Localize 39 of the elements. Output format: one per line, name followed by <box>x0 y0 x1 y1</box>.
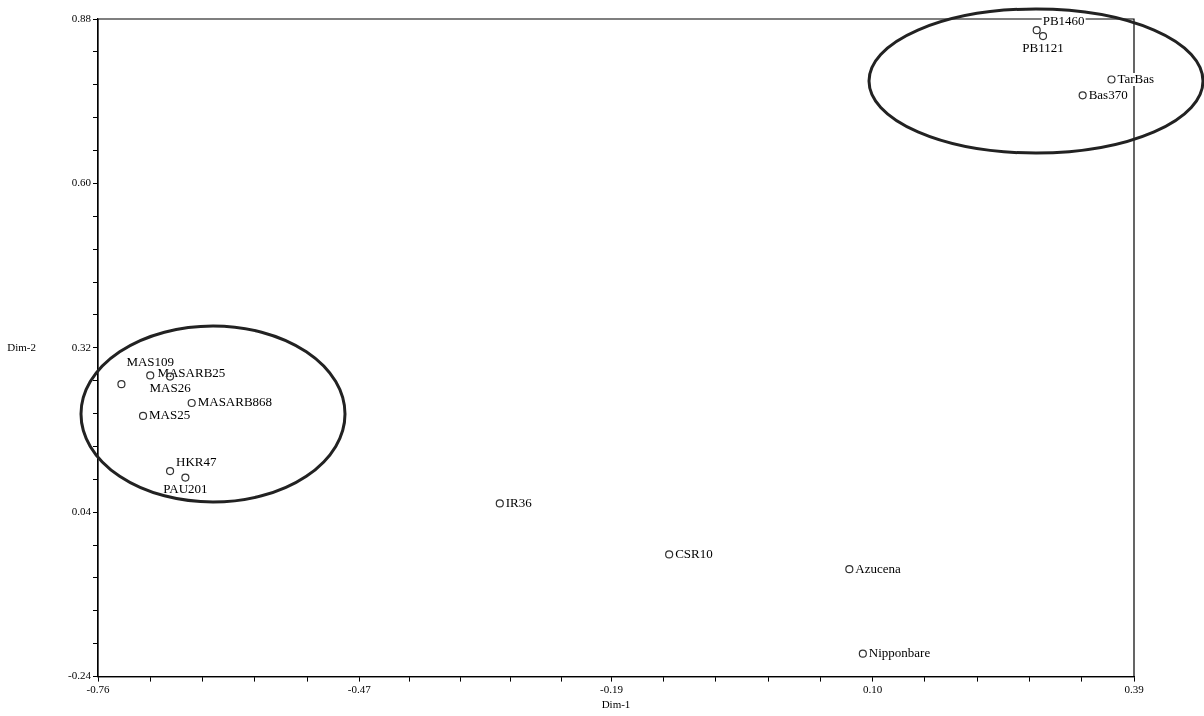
annotation: MASARB868 <box>197 394 273 410</box>
x-tick-label: -0.47 <box>347 683 372 696</box>
y-tick-label: -0.24 <box>68 669 92 682</box>
point <box>165 467 175 476</box>
annotation: PAU201 <box>163 481 208 497</box>
x-tick-label: 0.39 <box>1124 683 1145 696</box>
point <box>181 473 190 482</box>
point <box>138 411 148 421</box>
point <box>845 565 854 574</box>
point <box>858 649 867 658</box>
x-tick-label: 0.10 <box>863 683 883 696</box>
annotation: HKR47 <box>176 454 218 470</box>
annotation: CSR10 <box>675 545 713 561</box>
point <box>1107 75 1116 84</box>
point <box>146 371 155 380</box>
annotation: Bas370 <box>1088 86 1128 102</box>
point <box>1032 26 1041 35</box>
point <box>1078 91 1087 100</box>
annotation: TarBas <box>1117 70 1155 86</box>
y-tick-label: 0.32 <box>71 340 91 353</box>
y-tick-label: 0.60 <box>71 176 92 189</box>
point <box>1038 31 1048 41</box>
x-tick-label: -0.19 <box>600 683 624 696</box>
point <box>665 550 674 559</box>
annotation: PB1460 <box>1042 13 1085 29</box>
annotation: PB1121 <box>1022 39 1064 55</box>
y-tick-label: 0.04 <box>71 505 92 518</box>
annotation: Nipponbare <box>868 645 931 661</box>
annotation: Azucena <box>855 560 902 576</box>
point <box>117 380 126 389</box>
annotation: MAS26 <box>149 380 192 396</box>
y-tick-label: 0.88 <box>71 11 92 24</box>
annotation: MAS25 <box>149 407 191 423</box>
point <box>495 499 504 508</box>
x-tick-label: -0.76 <box>86 683 110 696</box>
annotation: IR36 <box>505 494 533 510</box>
point <box>187 398 196 408</box>
x-axis-title: Dim-1 <box>601 698 631 711</box>
y-axis-title: Dim-2 <box>7 340 36 353</box>
